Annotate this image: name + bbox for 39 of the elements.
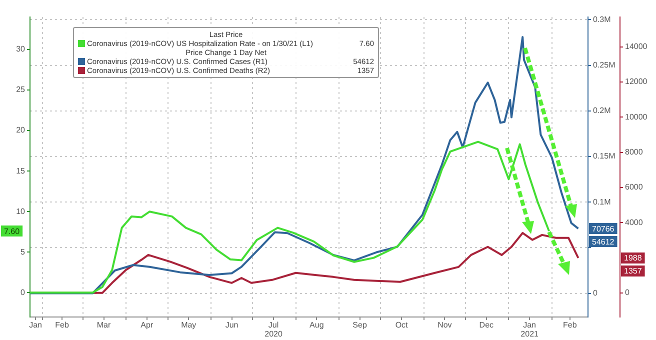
y-tick-label: 5 (20, 247, 26, 256)
y3-tick-label: 4000 (625, 218, 644, 227)
y2-tick-label: 0.3M (593, 14, 612, 24)
y-tick-label: 20 (16, 126, 26, 135)
x-tick-label: Oct (395, 320, 409, 330)
y2-tick-label: 0.15M (593, 152, 616, 161)
y-tick-label: 10 (16, 206, 26, 216)
text: 1988 (624, 254, 642, 263)
x-tick-label: Mar (96, 320, 111, 330)
x-tick-label: Aug (310, 320, 324, 330)
y2-tick-label: 0.2M (593, 106, 612, 116)
text: 1357 (624, 266, 642, 276)
y2-tick-label: 0 (593, 288, 598, 298)
x-tick-label: Feb (563, 320, 578, 330)
y-tick-label: 30 (16, 44, 26, 54)
x-tick-label: Dec (479, 320, 494, 330)
text: 70766 (592, 224, 615, 234)
y3-tick-label: 8000 (625, 148, 644, 157)
x-tick-label: Jan 2021 (520, 320, 540, 338)
text: 7.60 (4, 226, 20, 236)
x-tick-label: Jan (29, 320, 42, 330)
y-tick-label: 25 (16, 85, 26, 94)
x-tick-label: Jun (225, 320, 238, 330)
y-tick-label: 15 (16, 166, 26, 176)
x-tick-label: Sep (352, 320, 368, 330)
x-tick-label: Apr (140, 320, 154, 330)
y2-tick-label: 0.1M (593, 197, 612, 206)
y2-tick-label: 0.25M (593, 60, 616, 70)
x-tick-label: Nov (438, 320, 452, 330)
x-tick-label: May (181, 320, 196, 330)
y-tick-label: 0 (20, 288, 26, 297)
x-tick-label: Feb (55, 320, 70, 330)
y3-tick-label: 10000 (625, 112, 648, 122)
y3-tick-label: 14000 (625, 42, 648, 52)
y3-tick-label: 0 (625, 288, 630, 298)
y3-tick-label: 12000 (625, 77, 648, 86)
y3-tick-label: 6000 (625, 182, 644, 192)
x-tick-label: Jul 2020 (264, 320, 283, 338)
text: 54612 (592, 237, 615, 246)
